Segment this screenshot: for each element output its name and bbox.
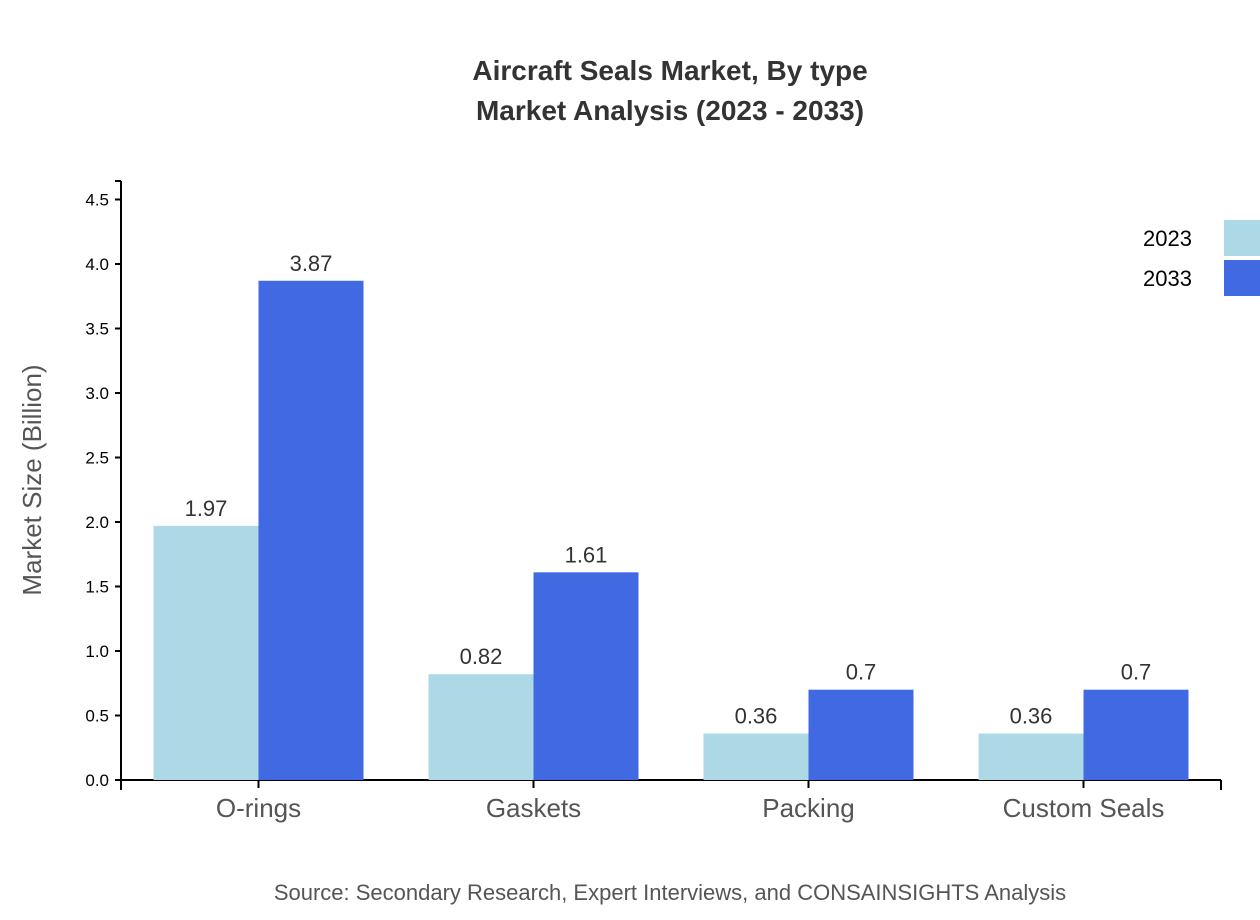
x-tick-label: O-rings [216,793,301,823]
bar-2023 [703,733,809,780]
y-tick-label: 3.0 [85,384,109,403]
legend-label: 2033 [1143,266,1192,291]
y-tick-label: 0.0 [85,771,109,790]
source-note: Source: Secondary Research, Expert Inter… [274,880,1066,905]
data-label: 3.87 [290,251,333,276]
bar-2033 [533,572,639,780]
data-label: 1.97 [185,496,228,521]
data-label: 0.7 [1121,660,1152,685]
legend-swatch [1224,260,1260,296]
y-tick-label: 4.0 [85,255,109,274]
x-tick-label: Custom Seals [1003,793,1165,823]
y-tick-label: 3.5 [85,320,109,339]
data-label: 0.7 [846,660,877,685]
bar-2033 [808,689,914,780]
legend-swatch [1224,220,1260,256]
bar-2033 [258,280,364,780]
bar-2023 [153,525,259,780]
y-tick-label: 2.0 [85,513,109,532]
data-label: 1.61 [565,542,608,567]
x-tick-label: Gaskets [486,793,581,823]
x-tick-label: Packing [762,793,855,823]
data-label: 0.36 [735,704,778,729]
chart-subtitle: Market Analysis (2023 - 2033) [476,95,864,126]
data-label: 0.82 [460,644,503,669]
bar-2023 [978,733,1084,780]
chart-title: Aircraft Seals Market, By type [472,55,867,86]
y-tick-label: 1.5 [85,578,109,597]
data-label: 0.36 [1010,704,1053,729]
y-tick-label: 0.5 [85,707,109,726]
y-tick-label: 1.0 [85,642,109,661]
legend-label: 2023 [1143,226,1192,251]
bar-2033 [1083,689,1189,780]
bar-2023 [428,674,534,780]
y-axis-label: Market Size (Billion) [17,364,47,595]
y-tick-label: 4.5 [85,191,109,210]
y-tick-label: 2.5 [85,449,109,468]
